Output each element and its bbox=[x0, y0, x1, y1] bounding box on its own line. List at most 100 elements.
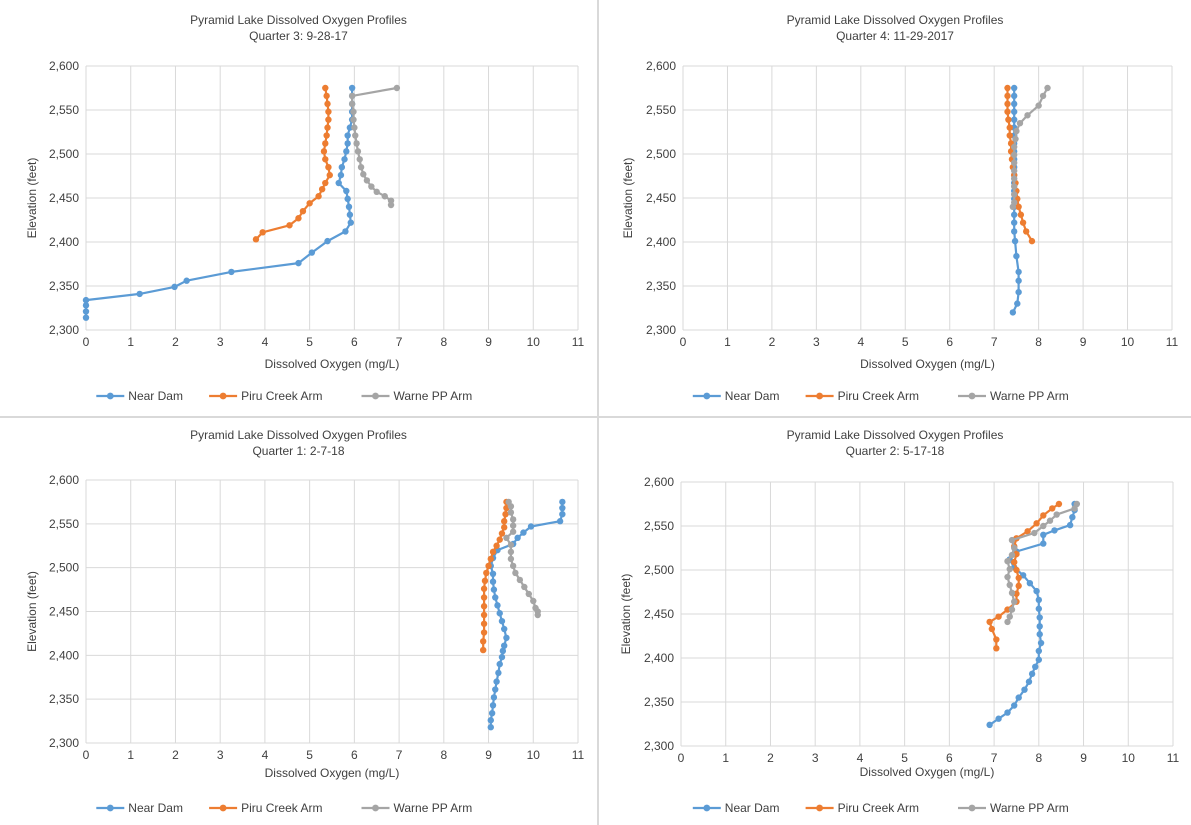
data-point bbox=[1004, 92, 1011, 100]
data-point bbox=[534, 611, 541, 619]
legend-label: Piru Creek Arm bbox=[241, 389, 322, 403]
data-point bbox=[348, 100, 356, 108]
data-point bbox=[1011, 544, 1018, 552]
data-point bbox=[1071, 505, 1078, 512]
data-point bbox=[1011, 598, 1018, 605]
data-point bbox=[325, 164, 332, 171]
data-point bbox=[1009, 309, 1017, 316]
x-tick-label: 7 bbox=[991, 751, 998, 765]
series-warne-pp-arm bbox=[1009, 84, 1051, 210]
legend-item-near-dam: Near Dam bbox=[96, 801, 183, 815]
data-point bbox=[480, 594, 488, 601]
data-point bbox=[514, 534, 521, 542]
data-point bbox=[1040, 522, 1047, 530]
series-piru-creek-arm bbox=[252, 84, 333, 243]
y-tick-label: 2,600 bbox=[646, 59, 676, 73]
chart-subtitle: Quarter 1: 2-7-18 bbox=[252, 444, 344, 458]
data-point bbox=[501, 524, 508, 531]
data-point bbox=[1009, 203, 1017, 210]
data-point bbox=[493, 542, 500, 549]
chart-panel-quarter-1: Pyramid Lake Dissolved Oxygen Profiles Qu… bbox=[0, 418, 597, 825]
data-point bbox=[346, 211, 354, 218]
data-point bbox=[492, 594, 499, 601]
chart-title: Pyramid Lake Dissolved Oxygen Profiles bbox=[787, 428, 1004, 442]
data-point bbox=[1013, 566, 1020, 574]
legend-marker bbox=[968, 392, 976, 400]
y-tick-label: 2,350 bbox=[49, 692, 79, 706]
legend-label: Near Dam bbox=[725, 801, 780, 815]
y-tick-label: 2,550 bbox=[49, 517, 79, 531]
data-point bbox=[1040, 531, 1047, 538]
data-point bbox=[351, 124, 358, 131]
x-tick-label: 4 bbox=[262, 748, 269, 762]
legend-item-piru-creek-arm: Piru Creek Arm bbox=[805, 389, 919, 403]
data-point bbox=[286, 222, 293, 229]
data-point bbox=[343, 187, 350, 195]
data-point bbox=[1004, 606, 1011, 613]
data-point bbox=[1013, 127, 1020, 135]
x-tick-label: 0 bbox=[83, 748, 90, 762]
data-point bbox=[1006, 124, 1013, 131]
data-point bbox=[82, 302, 90, 309]
y-tick-label: 2,450 bbox=[644, 607, 674, 621]
data-point bbox=[259, 229, 266, 236]
data-point bbox=[341, 156, 348, 163]
y-tick-label: 2,500 bbox=[646, 147, 676, 161]
data-point bbox=[1017, 211, 1025, 218]
series-line-warne-pp-arm bbox=[351, 86, 398, 205]
data-point bbox=[993, 645, 1000, 652]
data-point bbox=[1010, 84, 1018, 92]
x-tick-label: 6 bbox=[946, 335, 953, 349]
y-axis-label: Elevation (feet) bbox=[25, 158, 39, 239]
x-tick-label: 0 bbox=[83, 335, 90, 349]
x-tick-label: 6 bbox=[946, 751, 953, 765]
series-line-piru-creek-arm bbox=[255, 87, 331, 241]
data-point bbox=[481, 577, 489, 585]
legend-item-piru-creek-arm: Piru Creek Arm bbox=[209, 389, 322, 403]
y-tick-label: 2,600 bbox=[644, 475, 674, 489]
data-point bbox=[1015, 694, 1022, 701]
data-point bbox=[1024, 528, 1031, 535]
data-point bbox=[322, 140, 329, 147]
data-point bbox=[348, 84, 356, 92]
data-point bbox=[501, 625, 508, 633]
data-point bbox=[530, 597, 537, 605]
data-point bbox=[493, 678, 500, 685]
x-tick-label: 3 bbox=[813, 335, 820, 349]
data-point bbox=[323, 132, 330, 139]
data-point bbox=[1053, 511, 1060, 518]
data-point bbox=[322, 84, 329, 92]
data-point bbox=[525, 590, 532, 598]
data-point bbox=[1006, 581, 1013, 589]
x-tick-label: 3 bbox=[217, 335, 224, 349]
chart-svg: Pyramid Lake Dissolved Oxygen Profiles Qu… bbox=[619, 428, 1180, 815]
data-point bbox=[1051, 527, 1058, 534]
data-point bbox=[338, 164, 346, 171]
data-point bbox=[1006, 132, 1013, 139]
x-tick-label: 11 bbox=[1166, 335, 1179, 349]
data-point bbox=[496, 536, 503, 543]
data-point bbox=[490, 586, 498, 593]
x-tick-label: 4 bbox=[262, 335, 269, 349]
data-point bbox=[1004, 84, 1011, 92]
legend-marker bbox=[816, 804, 823, 812]
data-point bbox=[559, 498, 566, 506]
y-tick-label: 2,350 bbox=[646, 279, 676, 293]
x-tick-label: 11 bbox=[1167, 751, 1180, 765]
chart-title: Pyramid Lake Dissolved Oxygen Profiles bbox=[787, 13, 1004, 27]
data-point bbox=[356, 156, 363, 163]
chart-panel-quarter-3: Pyramid Lake Dissolved Oxygen Profiles Qu… bbox=[0, 0, 597, 416]
data-point bbox=[1055, 500, 1063, 508]
data-point bbox=[559, 504, 566, 512]
y-tick-label: 2,450 bbox=[49, 605, 79, 619]
data-point bbox=[357, 164, 365, 171]
chart-title: Pyramid Lake Dissolved Oxygen Profiles bbox=[190, 428, 407, 442]
data-point bbox=[360, 171, 367, 178]
data-point bbox=[1011, 237, 1019, 245]
data-point bbox=[496, 660, 503, 668]
legend-marker bbox=[968, 804, 976, 812]
data-point bbox=[1033, 520, 1040, 527]
legend-marker bbox=[219, 804, 227, 812]
x-tick-label: 5 bbox=[902, 335, 909, 349]
data-point bbox=[228, 268, 235, 276]
